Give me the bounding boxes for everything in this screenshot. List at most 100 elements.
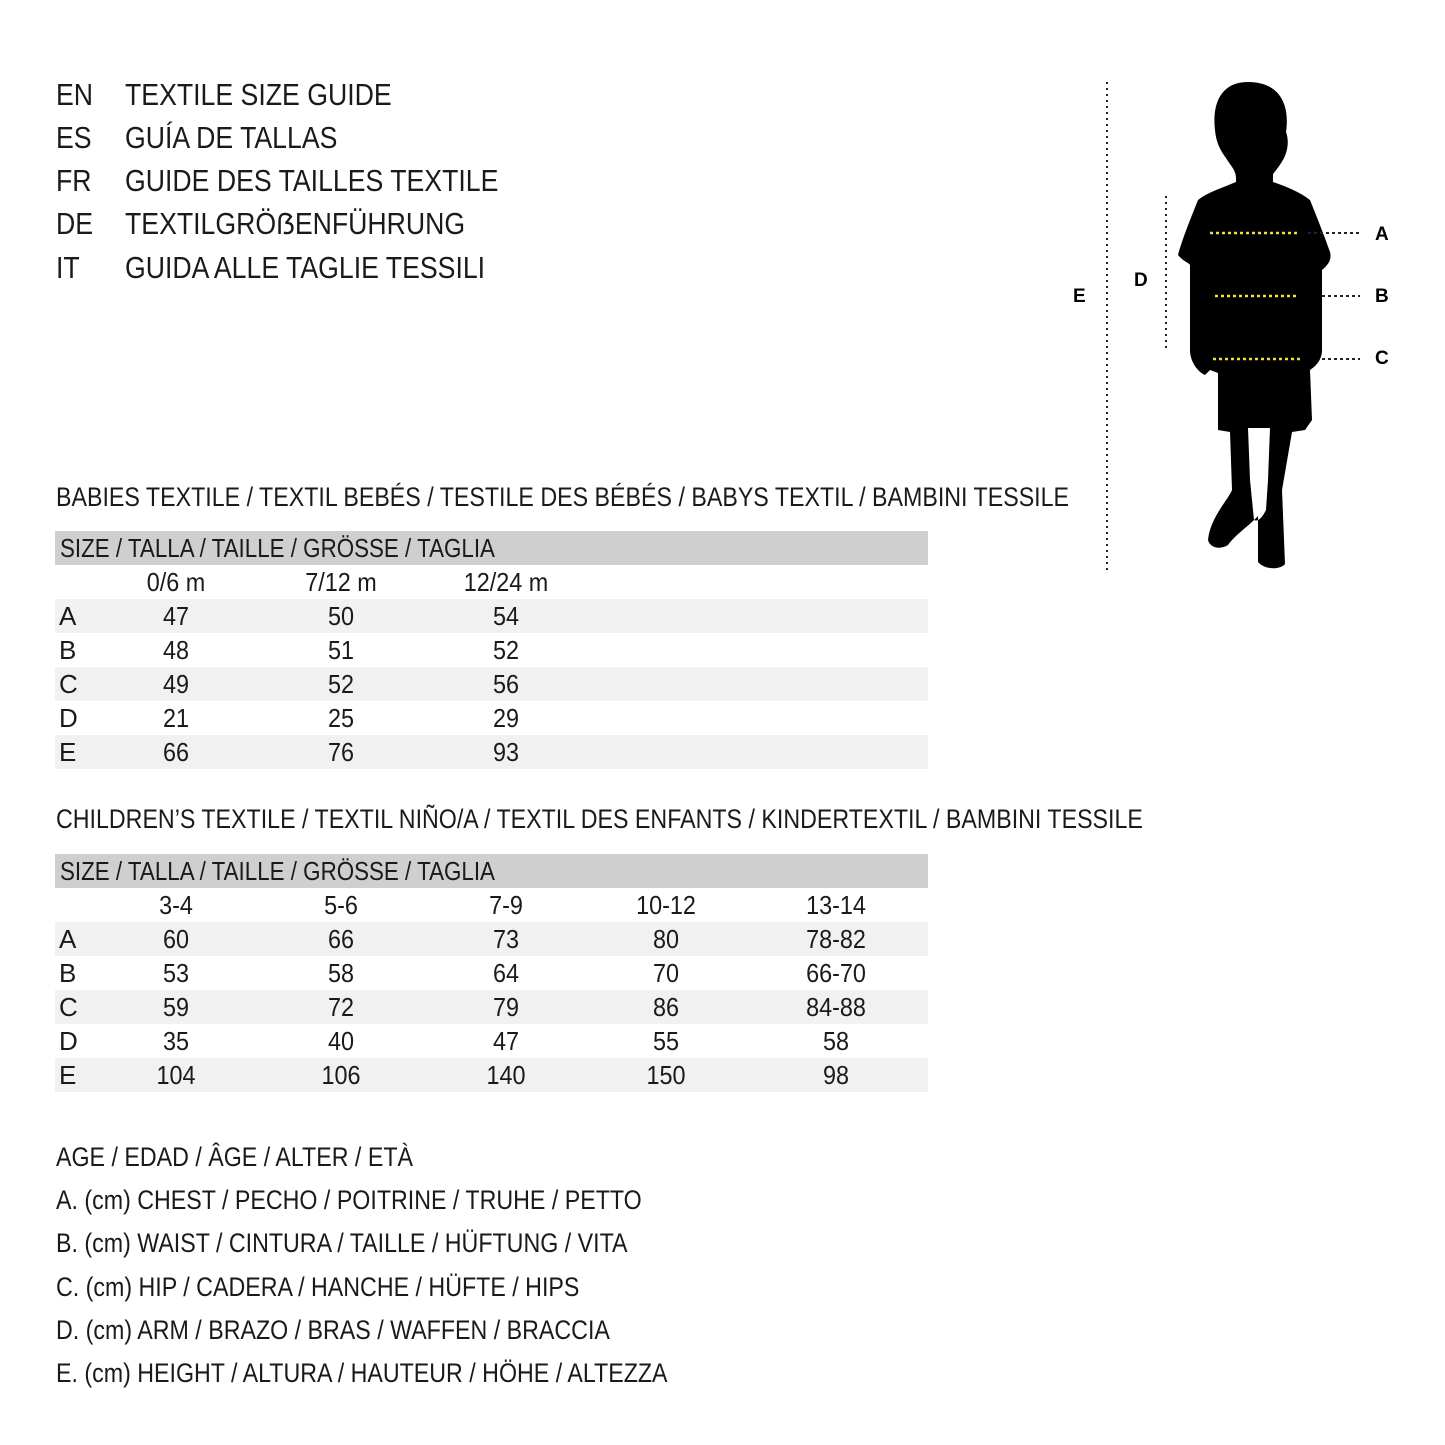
- row-label: A: [59, 924, 77, 954]
- table-cell: 58: [822, 1026, 850, 1056]
- column-header: 10-12: [636, 890, 696, 920]
- table-cell: 64: [492, 958, 520, 988]
- legend-d: D. (cm) ARM / BRAZO / BRAS / WAFFEN / BR…: [56, 1313, 700, 1347]
- table-row: D 21 25 29: [55, 701, 928, 735]
- table-row: E 104 106 140 150 98: [55, 1058, 928, 1092]
- table-cell: 54: [492, 601, 520, 631]
- lang-title: TEXTILE SIZE GUIDE: [125, 77, 392, 112]
- table-cell: 70: [652, 958, 680, 988]
- table-cell: 140: [486, 1060, 526, 1090]
- row-label: D: [59, 703, 78, 733]
- table-cell: 51: [327, 635, 355, 665]
- column-header: 7-9: [489, 890, 523, 920]
- table-cell: 35: [162, 1026, 190, 1056]
- lang-code: FR: [56, 163, 92, 198]
- lang-code: IT: [56, 250, 80, 285]
- legend-a: A. (cm) CHEST / PECHO / POITRINE / TRUHE…: [56, 1183, 737, 1217]
- table-cell: 80: [652, 924, 680, 954]
- children-title-text: CHILDREN’S TEXTILE / TEXTIL NIÑO/A / TEX…: [56, 804, 1143, 834]
- table-row: A 47 50 54: [55, 599, 928, 633]
- table-cell: 47: [492, 1026, 520, 1056]
- label-b: B: [1375, 286, 1389, 307]
- table-cell: 52: [492, 635, 520, 665]
- table-cell: 52: [327, 669, 355, 699]
- table-cell: 60: [162, 924, 190, 954]
- table-cell: 58: [327, 958, 355, 988]
- row-label: B: [59, 958, 77, 988]
- legend-c: C. (cm) HIP / CADERA / HANCHE / HÜFTE / …: [56, 1270, 665, 1304]
- lang-code: ES: [56, 120, 92, 155]
- table-cell: 104: [156, 1060, 196, 1090]
- table-row: B 48 51 52: [55, 633, 928, 667]
- table-cell: 56: [492, 669, 520, 699]
- table-cell: 78-82: [806, 924, 866, 954]
- table-row: E 66 76 93: [55, 735, 928, 769]
- table-cell: 84-88: [806, 992, 866, 1022]
- table-row: D 35 40 47 55 58: [55, 1024, 928, 1058]
- column-header: 5-6: [324, 890, 358, 920]
- title-it: IT GUIDA ALLE TAGLIE TESSILI: [56, 248, 656, 288]
- child-measurement-figure: A B C D E: [1073, 82, 1389, 570]
- table-row: C 59 72 79 86 84-88: [55, 990, 928, 1024]
- column-headers: 0/6 m 7/12 m 12/24 m: [55, 565, 928, 599]
- table-header: SIZE / TALLA / TAILLE / GRÖSSE / TAGLIA: [55, 531, 928, 565]
- column-headers: 3-4 5-6 7-9 10-12 13-14: [55, 888, 928, 922]
- babies-title-text: BABIES TEXTILE / TEXTIL BEBÉS / TESTILE …: [56, 482, 1070, 512]
- column-header: 7/12 m: [305, 567, 377, 597]
- table-cell: 93: [492, 737, 520, 767]
- legend-text: B. (cm) WAIST / CINTURA / TAILLE / HÜFTU…: [56, 1228, 628, 1258]
- row-label: A: [59, 601, 77, 631]
- legend-text: E. (cm) HEIGHT / ALTURA / HAUTEUR / HÖHE…: [56, 1358, 668, 1388]
- lang-title: TEXTILGRÖẞENFÜHRUNG: [125, 206, 466, 241]
- lang-code: DE: [56, 206, 94, 241]
- table-cell: 72: [327, 992, 355, 1022]
- table-cell: 76: [327, 737, 355, 767]
- babies-rows: A 47 50 54 B 48 51 52 C 49 52 56 D 21 25 29 E 66 76 93: [55, 599, 928, 769]
- table-cell: 86: [652, 992, 680, 1022]
- label-c: C: [1375, 348, 1389, 369]
- lang-code: EN: [56, 77, 94, 112]
- table-cell: 49: [162, 669, 190, 699]
- table-cell: 21: [162, 703, 190, 733]
- row-label: D: [59, 1026, 78, 1056]
- table-row: A 60 66 73 80 78-82: [55, 922, 928, 956]
- children-title: CHILDREN’S TEXTILE / TEXTIL NIÑO/A / TEX…: [56, 802, 1320, 836]
- table-cell: 47: [162, 601, 190, 631]
- title-en: EN TEXTILE SIZE GUIDE: [56, 75, 656, 115]
- lang-title: GUIDA ALLE TAGLIE TESSILI: [125, 250, 486, 285]
- table-cell: 25: [327, 703, 355, 733]
- legend-text: AGE / EDAD / ÂGE / ALTER / ETÀ: [56, 1142, 414, 1172]
- column-header: 12/24 m: [463, 567, 549, 597]
- children-rows: A 60 66 73 80 78-82 B 53 58 64 70 66-70 C 59 72 79 86 84-…: [55, 922, 928, 1092]
- table-cell: 55: [652, 1026, 680, 1056]
- header-text: SIZE / TALLA / TAILLE / GRÖSSE / TAGLIA: [60, 856, 495, 886]
- legend-text: C. (cm) HIP / CADERA / HANCHE / HÜFTE / …: [56, 1272, 580, 1302]
- column-header: 0/6 m: [146, 567, 206, 597]
- table-cell: 66: [327, 924, 355, 954]
- label-a: A: [1375, 224, 1389, 245]
- row-label: C: [59, 669, 78, 699]
- child-silhouette-icon: [1178, 82, 1331, 569]
- row-label: E: [59, 737, 77, 767]
- table-cell: 66-70: [806, 958, 866, 988]
- title-fr: FR GUIDE DES TAILLES TEXTILE: [56, 161, 656, 201]
- title-de: DE TEXTILGRÖẞENFÜHRUNG: [56, 204, 656, 244]
- table-cell: 29: [492, 703, 520, 733]
- table-cell: 40: [327, 1026, 355, 1056]
- table-cell: 59: [162, 992, 190, 1022]
- table-cell: 50: [327, 601, 355, 631]
- column-header: 13-14: [806, 890, 866, 920]
- row-label: B: [59, 635, 77, 665]
- table-cell: 73: [492, 924, 520, 954]
- label-d: D: [1134, 270, 1148, 291]
- babies-table: SIZE / TALLA / TAILLE / GRÖSSE / TAGLIA …: [55, 531, 928, 769]
- table-cell: 98: [822, 1060, 850, 1090]
- legend-text: D. (cm) ARM / BRAZO / BRAS / WAFFEN / BR…: [56, 1315, 610, 1345]
- row-label: E: [59, 1060, 77, 1090]
- lang-title: GUÍA DE TALLAS: [125, 120, 338, 155]
- table-row: B 53 58 64 70 66-70: [55, 956, 928, 990]
- table-cell: 150: [646, 1060, 686, 1090]
- lang-title: GUIDE DES TAILLES TEXTILE: [125, 163, 499, 198]
- table-cell: 106: [321, 1060, 361, 1090]
- row-label: C: [59, 992, 78, 1022]
